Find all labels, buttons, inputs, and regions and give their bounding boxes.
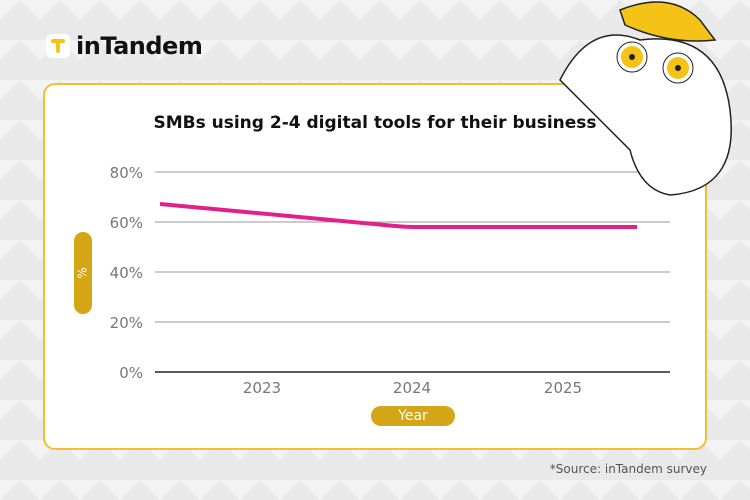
svg-text:40%: 40% — [110, 264, 143, 282]
svg-text:60%: 60% — [110, 214, 143, 232]
y-axis-label: % — [74, 232, 92, 314]
svg-text:2024: 2024 — [393, 379, 431, 397]
brand-name: inTandem — [76, 32, 203, 60]
svg-text:0%: 0% — [119, 364, 143, 382]
chart-card — [43, 83, 707, 450]
svg-text:2023: 2023 — [243, 379, 281, 397]
x-axis-label: Year — [371, 406, 455, 426]
detective-mascot-icon — [559, 1, 732, 196]
logo: inTandem — [46, 32, 203, 60]
logo-icon — [46, 34, 70, 58]
chart-title: SMBs using 2-4 digital tools for their b… — [153, 113, 597, 133]
svg-text:20%: 20% — [110, 314, 143, 332]
series-line — [159, 202, 637, 229]
svg-text:80%: 80% — [110, 164, 143, 182]
source-note: *Source: inTandem survey — [549, 462, 707, 476]
svg-text:2025: 2025 — [544, 379, 582, 397]
